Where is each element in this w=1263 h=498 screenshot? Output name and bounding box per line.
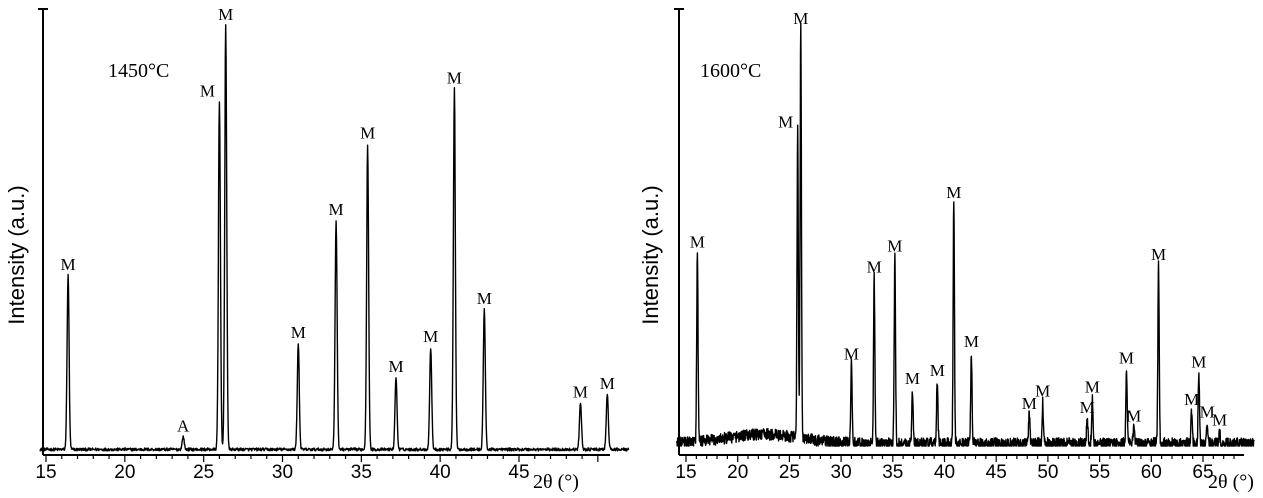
y-axis-label: Intensity (a.u.) [638, 185, 663, 324]
xrd-panel-1600: Intensity (a.u.) 1600°C 2θ (°) 15 20 25 30 3… [638, 8, 1255, 493]
x-tick-label: 35 [351, 462, 372, 483]
x-tick-label: 30 [831, 462, 852, 483]
xrd-panel-1450: Intensity (a.u.) 1450°C 2θ (°) 15 20 25 30 3… [4, 5, 630, 493]
x-ticks: 15 20 25 30 35 40 45 [35, 455, 599, 483]
peak-label: M [1200, 402, 1215, 421]
peak-label: M [423, 327, 438, 346]
peak-label: M [793, 9, 808, 28]
peak-label: M [1212, 411, 1227, 430]
x-axis-label: 2θ (°) [1208, 471, 1254, 493]
peak-label: M [1022, 394, 1037, 413]
diffraction-pattern [676, 22, 1255, 447]
peak-label: M [477, 289, 492, 308]
x-tick-label: 15 [675, 462, 696, 483]
peak-label: M [329, 200, 344, 219]
x-axis-label: 2θ (°) [533, 471, 579, 493]
axes [674, 8, 1244, 456]
temperature-annotation: 1600°C [700, 60, 761, 82]
peak-label: M [1035, 382, 1050, 401]
peak-label: M [360, 124, 375, 143]
x-tick-label: 65 [1192, 462, 1213, 483]
peak-label: M [61, 255, 76, 274]
peak-label: M [1126, 406, 1141, 425]
x-tick-label: 15 [35, 462, 56, 483]
peak-label: M [291, 323, 306, 342]
x-tick-label: 25 [779, 462, 800, 483]
peak-label: M [690, 233, 705, 252]
x-ticks: 15 20 25 30 35 40 45 50 55 60 65 [675, 455, 1235, 483]
peak-label: M [964, 332, 979, 351]
peak-label: M [1080, 398, 1095, 417]
x-tick-label: 40 [430, 462, 451, 483]
peak-label: M [1085, 377, 1100, 396]
peak-label: M [930, 361, 945, 380]
x-tick-label: 40 [934, 462, 955, 483]
peak-label: M [600, 374, 615, 393]
axes [38, 8, 610, 456]
peak-label: M [218, 5, 233, 24]
peak-label: M [447, 69, 462, 88]
x-tick-label: 45 [508, 462, 529, 483]
xrd-trace [676, 22, 1255, 447]
x-tick-label: 20 [727, 462, 748, 483]
peak-label: M [946, 183, 961, 202]
peak-label: M [573, 382, 588, 401]
peak-label: M [1151, 245, 1166, 264]
x-tick-label: 20 [114, 462, 135, 483]
peak-label: M [388, 357, 403, 376]
x-tick-label: 35 [882, 462, 903, 483]
peak-label: M [200, 81, 215, 100]
peak-label: A [177, 416, 190, 435]
peak-label: M [887, 237, 902, 256]
peak-label: M [1119, 348, 1134, 367]
x-tick-label: 25 [193, 462, 214, 483]
x-tick-label: 55 [1089, 462, 1110, 483]
diffraction-pattern [39, 24, 630, 452]
x-tick-label: 60 [1141, 462, 1162, 483]
peak-label: M [844, 344, 859, 363]
peak-label: M [867, 257, 882, 276]
peak-label: M [778, 113, 793, 132]
temperature-annotation: 1450°C [108, 60, 169, 82]
x-tick-label: 30 [272, 462, 293, 483]
xrd-trace [39, 24, 630, 452]
x-tick-label: 50 [1037, 462, 1058, 483]
x-tick-label: 45 [986, 462, 1007, 483]
peak-label: M [905, 369, 920, 388]
peak-label: M [1191, 353, 1206, 372]
y-axis-label: Intensity (a.u.) [4, 185, 29, 324]
peak-label: M [1184, 390, 1199, 409]
